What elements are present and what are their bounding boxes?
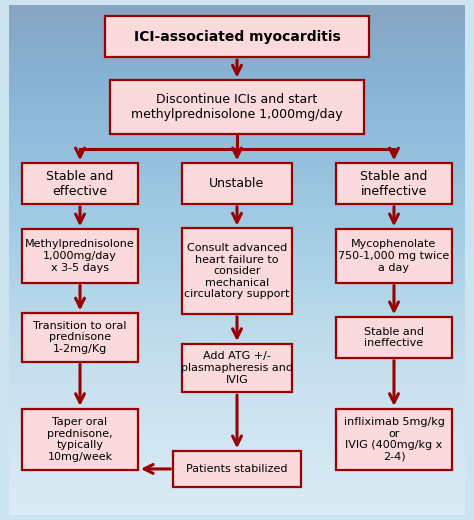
FancyBboxPatch shape [336,409,452,470]
Text: Stable and
effective: Stable and effective [46,170,114,198]
Text: Methylprednisolone
1,000mg/day
x 3-5 days: Methylprednisolone 1,000mg/day x 3-5 day… [25,239,135,272]
FancyBboxPatch shape [336,229,452,283]
FancyBboxPatch shape [182,163,292,204]
FancyBboxPatch shape [22,313,138,362]
FancyBboxPatch shape [22,229,138,283]
Text: Patients stabilized: Patients stabilized [186,464,288,474]
FancyBboxPatch shape [22,409,138,470]
Text: Discontinue ICIs and start
methylprednisolone 1,000mg/day: Discontinue ICIs and start methylprednis… [131,93,343,121]
Text: Unstable: Unstable [210,177,264,190]
FancyBboxPatch shape [336,317,452,358]
FancyBboxPatch shape [109,81,365,134]
FancyBboxPatch shape [182,344,292,392]
Text: Taper oral
prednisone,
typically
10mg/week: Taper oral prednisone, typically 10mg/we… [47,417,113,462]
Text: Mycophenolate
750-1,000 mg twice
a day: Mycophenolate 750-1,000 mg twice a day [338,239,450,272]
Text: Consult advanced
heart failure to
consider
mechanical
circulatory support: Consult advanced heart failure to consid… [184,243,290,300]
Text: Add ATG +/-
plasmapheresis and
IVIG: Add ATG +/- plasmapheresis and IVIG [181,352,293,385]
FancyBboxPatch shape [182,228,292,314]
Text: Stable and
ineffective: Stable and ineffective [360,170,428,198]
FancyBboxPatch shape [22,163,138,204]
Text: Stable and
ineffective: Stable and ineffective [364,327,424,348]
FancyBboxPatch shape [105,17,369,57]
FancyBboxPatch shape [173,451,301,487]
FancyBboxPatch shape [336,163,452,204]
Text: infliximab 5mg/kg
or
IVIG (400mg/kg x
2-4): infliximab 5mg/kg or IVIG (400mg/kg x 2-… [344,417,445,462]
Text: Transition to oral
prednisone
1-2mg/Kg: Transition to oral prednisone 1-2mg/Kg [33,321,127,354]
Text: ICI-associated myocarditis: ICI-associated myocarditis [134,30,340,44]
